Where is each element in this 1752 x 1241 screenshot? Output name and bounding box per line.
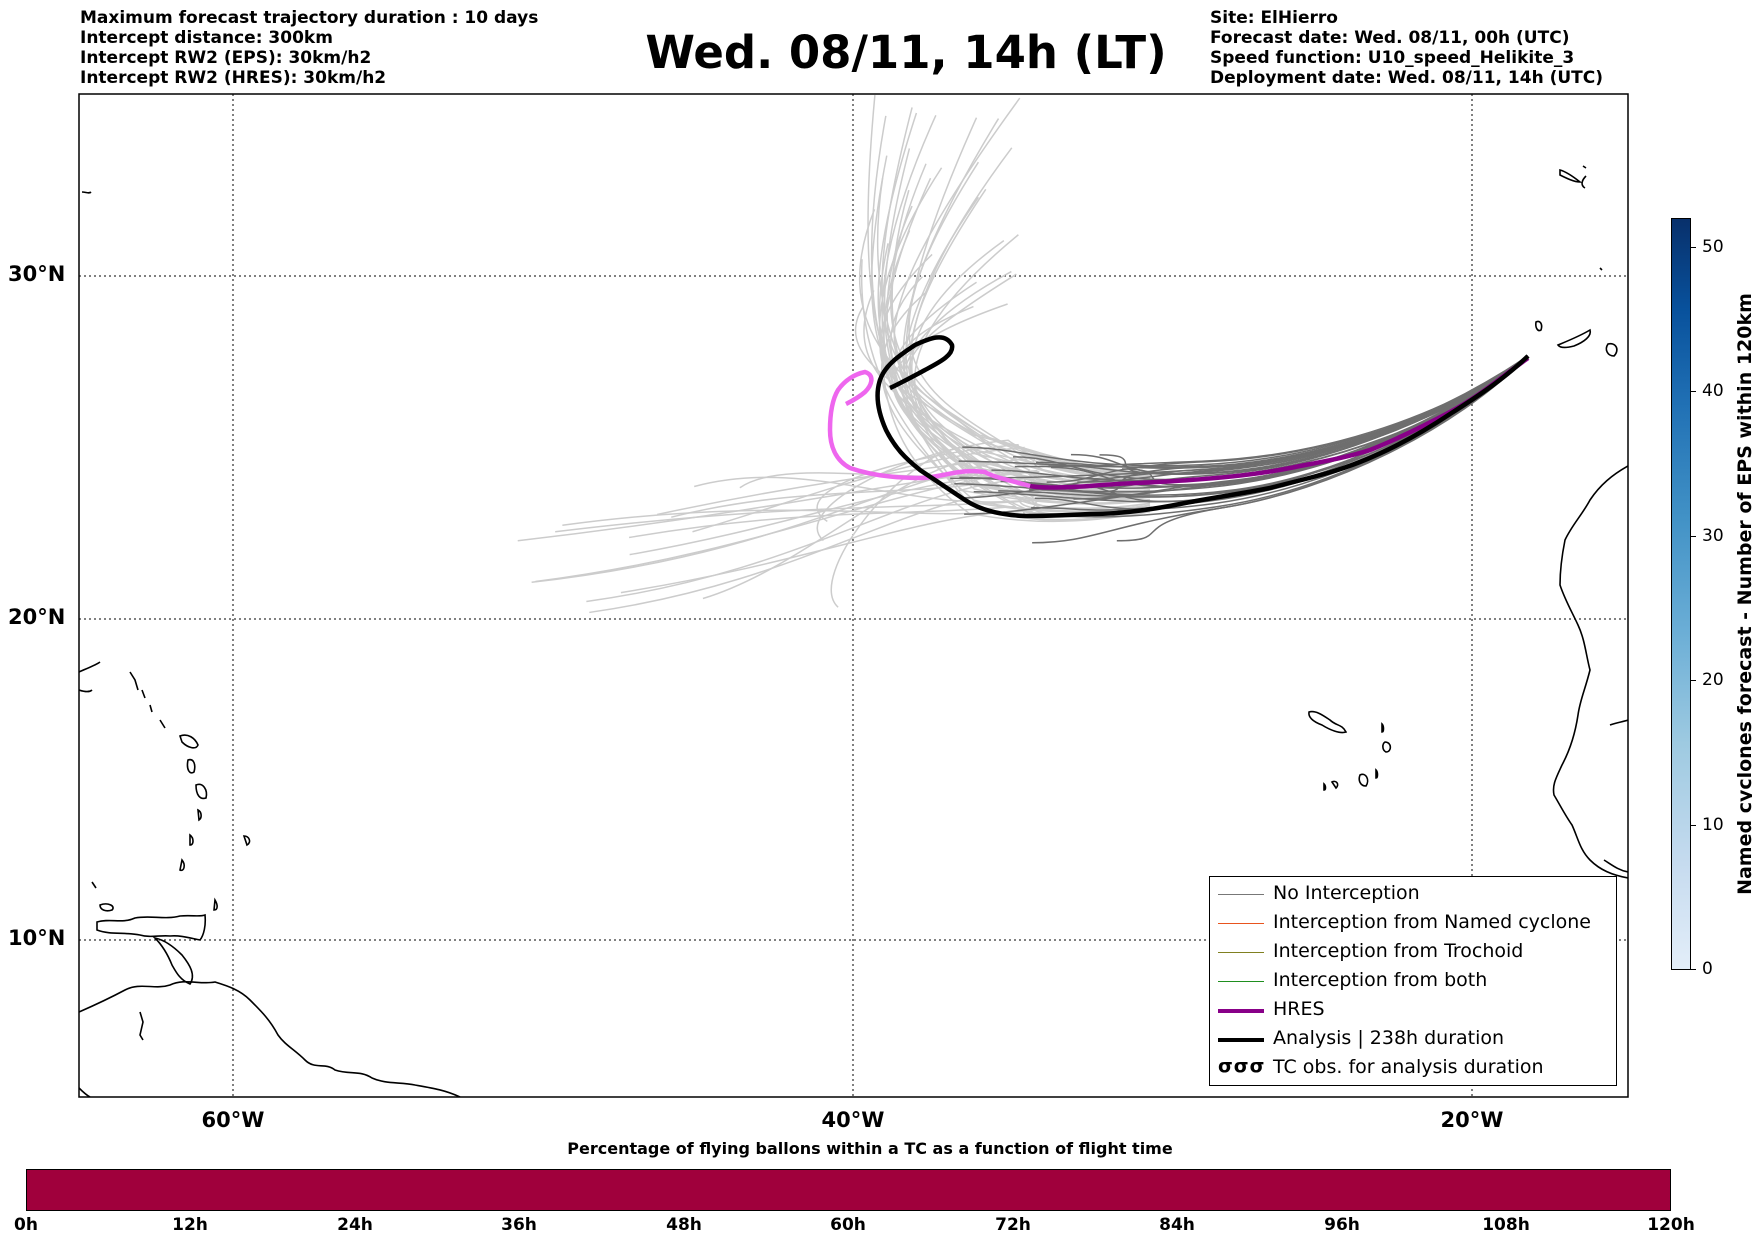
cbar-tick — [1691, 969, 1696, 970]
legend-label: TC obs. for analysis duration — [1273, 1056, 1544, 1078]
legend-label: No Interception — [1273, 882, 1420, 904]
lon-label-60w: 60°W — [201, 1108, 265, 1132]
cbar-tick-label-40: 40 — [1702, 381, 1724, 401]
lat-label-10n: 10°N — [8, 926, 66, 950]
lat-label-20n: 20°N — [8, 605, 66, 629]
hres-trajectory-pink — [827, 369, 1031, 489]
cbar-tick-label-0: 0 — [1702, 959, 1713, 979]
legend-label: Interception from Named cyclone — [1273, 911, 1591, 933]
legend-swatch — [1218, 894, 1264, 895]
cbar-h-tick-60h: 60h — [830, 1215, 866, 1235]
coastline-caribbean — [79, 191, 461, 1097]
cbar-h-tick-120h: 120h — [1647, 1215, 1695, 1235]
cbar-tick-label-50: 50 — [1702, 237, 1724, 257]
cbar-h-tick-96h: 96h — [1324, 1215, 1360, 1235]
cbar-h-tick-0h: 0h — [14, 1215, 38, 1235]
legend-label: Analysis | 238h duration — [1273, 1027, 1505, 1049]
cbar-h-tick-48h: 48h — [666, 1215, 702, 1235]
legend-swatch — [1218, 1009, 1264, 1013]
cbar-tick — [1691, 680, 1696, 681]
legend: No Interception Interception from Named … — [1209, 876, 1617, 1086]
info-deployment-date: Deployment date: Wed. 08/11, 14h (UTC) — [1210, 68, 1604, 88]
legend-item-hres: HRES — [1210, 997, 1616, 1026]
cbar-h-tick-84h: 84h — [1159, 1215, 1195, 1235]
eps-trajectory — [671, 483, 1151, 518]
legend-item-analysis: Analysis | 238h duration — [1210, 1026, 1616, 1055]
eps-trajectory — [870, 115, 1151, 504]
lon-label-40w: 40°W — [821, 1108, 885, 1132]
cbar-h-tick-24h: 24h — [337, 1215, 373, 1235]
coastline-africa — [1308, 165, 1628, 879]
cbar-tick-label-20: 20 — [1702, 670, 1724, 690]
colorbar-flight-time — [26, 1169, 1671, 1211]
cbar-h-tick-72h: 72h — [995, 1215, 1031, 1235]
cbar-tick-label-30: 30 — [1702, 526, 1724, 546]
eps-trajectory — [905, 117, 1151, 509]
legend-item-both: Interception from both — [1210, 968, 1616, 997]
info-intercept-eps: Intercept RW2 (EPS): 30km/h2 — [80, 48, 372, 68]
eps-trajectory — [692, 446, 1151, 533]
cbar-tick — [1691, 247, 1696, 248]
legend-label: Interception from both — [1273, 969, 1488, 991]
map-frame — [78, 93, 1629, 1098]
colorbar-flight-time-title: Percentage of flying ballons within a TC… — [567, 1139, 1173, 1158]
site-parameters: Site: ElHierro Forecast date: Wed. 08/11… — [1210, 8, 1603, 88]
cbar-tick-label-10: 10 — [1702, 815, 1724, 835]
eps-trajectory — [1032, 355, 1529, 544]
colorbar-eps-label: Named cyclones forecast - Number of EPS … — [1734, 293, 1752, 895]
legend-item-trochoid: Interception from Trochoid — [1210, 939, 1616, 968]
forecast-parameters: Maximum forecast trajectory duration : 1… — [80, 8, 538, 88]
info-intercept-distance: Intercept distance: 300km — [80, 28, 333, 48]
lon-label-20w: 20°W — [1440, 1108, 1504, 1132]
colorbar-eps-count — [1671, 218, 1691, 970]
map-title: Wed. 08/11, 14h (LT) — [645, 26, 1167, 79]
cbar-tick — [1691, 536, 1696, 537]
cbar-h-tick-12h: 12h — [172, 1215, 208, 1235]
legend-label: HRES — [1273, 998, 1325, 1020]
eps-trajectory — [693, 476, 1151, 513]
eps-trajectory — [893, 97, 1151, 474]
info-forecast-date: Forecast date: Wed. 08/11, 00h (UTC) — [1210, 28, 1570, 48]
legend-item-named-cyclone: Interception from Named cyclone — [1210, 910, 1616, 939]
eps-trajectory — [962, 355, 1529, 467]
legend-item-tc-obs: σσσ TC obs. for analysis duration — [1210, 1055, 1616, 1084]
eps-trajectory — [882, 177, 1151, 523]
legend-label: Interception from Trochoid — [1273, 940, 1524, 962]
info-intercept-hres: Intercept RW2 (HRES): 30km/h2 — [80, 68, 387, 88]
analysis-trajectory — [875, 335, 1530, 519]
tc-obs-symbol-icon: σσσ — [1218, 1055, 1266, 1077]
info-speed-function: Speed function: U10_speed_Helikite_3 — [1210, 48, 1575, 68]
eps-trajectory — [1046, 355, 1529, 483]
info-max-duration: Maximum forecast trajectory duration : 1… — [80, 8, 539, 28]
legend-swatch — [1218, 981, 1264, 982]
legend-item-no-interception: No Interception — [1210, 881, 1616, 910]
cbar-tick — [1691, 391, 1696, 392]
cbar-tick — [1691, 825, 1696, 826]
info-site: Site: ElHierro — [1210, 8, 1338, 28]
lat-label-30n: 30°N — [8, 262, 66, 286]
cbar-h-tick-36h: 36h — [501, 1215, 537, 1235]
legend-swatch — [1218, 1038, 1264, 1042]
legend-swatch — [1218, 923, 1264, 924]
legend-swatch — [1218, 952, 1264, 953]
cbar-h-tick-108h: 108h — [1482, 1215, 1530, 1235]
